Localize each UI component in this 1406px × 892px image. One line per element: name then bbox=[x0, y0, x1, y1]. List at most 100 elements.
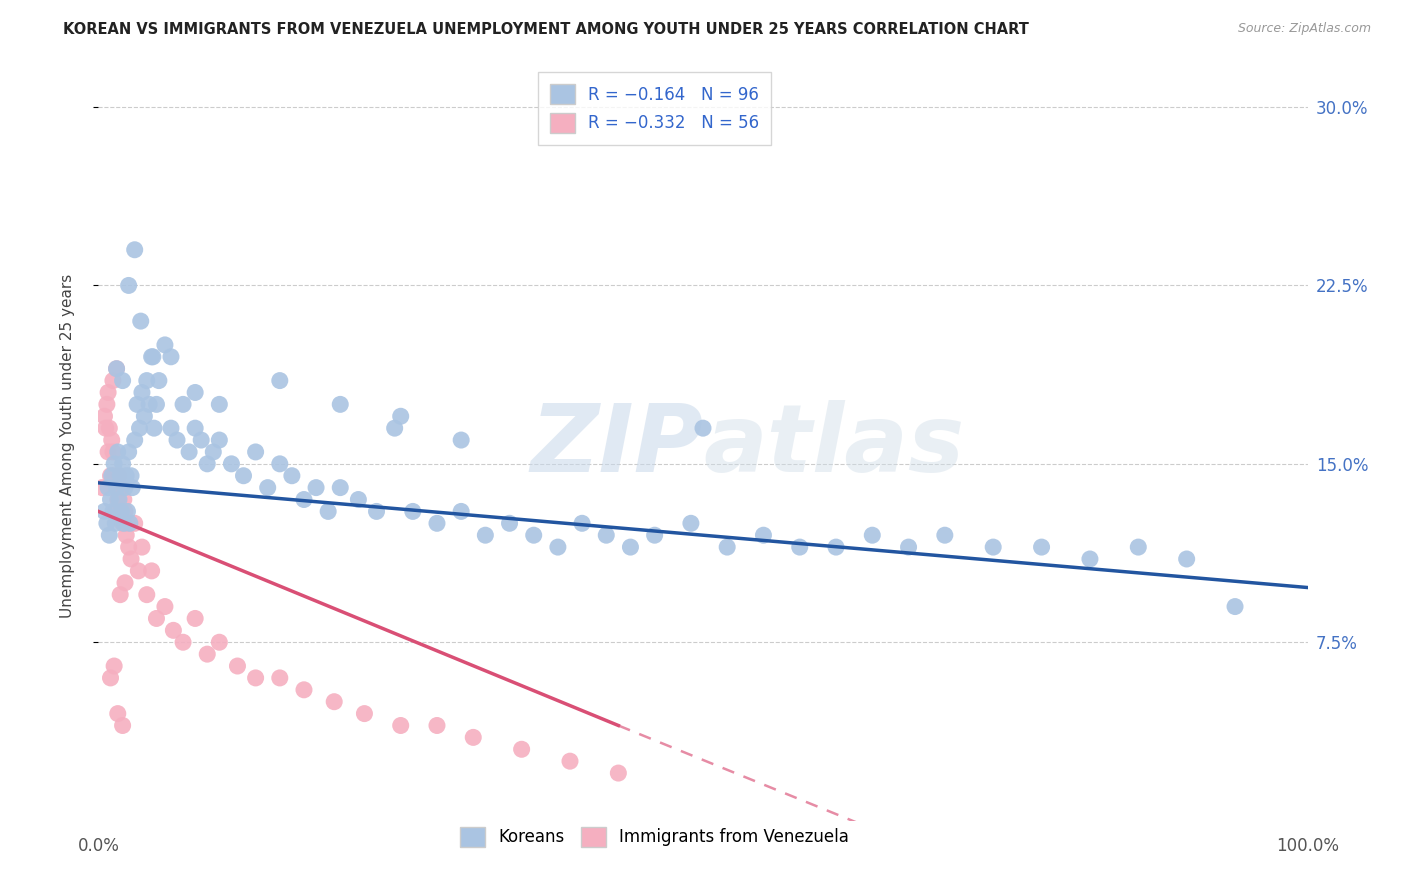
Point bbox=[100, 468, 122, 483]
Point bbox=[184, 385, 207, 400]
Point bbox=[172, 397, 194, 411]
Point bbox=[934, 528, 956, 542]
Point bbox=[269, 457, 291, 471]
Point bbox=[153, 338, 176, 352]
Point bbox=[118, 278, 141, 293]
Point bbox=[129, 314, 152, 328]
Point bbox=[118, 445, 141, 459]
Point bbox=[692, 421, 714, 435]
Point bbox=[195, 647, 218, 661]
Point bbox=[111, 516, 134, 531]
Point bbox=[166, 433, 188, 447]
Point bbox=[389, 409, 412, 424]
Point bbox=[426, 516, 449, 531]
Text: Source: ZipAtlas.com: Source: ZipAtlas.com bbox=[1237, 22, 1371, 36]
Point bbox=[245, 671, 267, 685]
Point bbox=[107, 492, 129, 507]
Point bbox=[110, 504, 132, 518]
Point bbox=[103, 457, 125, 471]
Point bbox=[1078, 552, 1101, 566]
Point bbox=[232, 468, 254, 483]
Point bbox=[120, 552, 142, 566]
Point bbox=[131, 540, 153, 554]
Point bbox=[117, 516, 139, 531]
Point bbox=[108, 504, 131, 518]
Point bbox=[323, 695, 346, 709]
Point bbox=[134, 409, 156, 424]
Point bbox=[450, 433, 472, 447]
Point bbox=[716, 540, 738, 554]
Point bbox=[523, 528, 546, 542]
Point bbox=[619, 540, 641, 554]
Point bbox=[981, 540, 1004, 554]
Point bbox=[117, 504, 139, 518]
Point bbox=[121, 481, 143, 495]
Point bbox=[329, 481, 352, 495]
Point bbox=[107, 706, 129, 721]
Point bbox=[103, 468, 125, 483]
Point bbox=[124, 243, 146, 257]
Point bbox=[110, 481, 132, 495]
Point bbox=[256, 481, 278, 495]
Point bbox=[202, 445, 225, 459]
Point bbox=[115, 528, 138, 542]
Point bbox=[98, 421, 121, 435]
Point bbox=[111, 457, 134, 471]
Point bbox=[97, 385, 120, 400]
Point bbox=[860, 528, 883, 542]
Point bbox=[96, 516, 118, 531]
Point bbox=[128, 421, 150, 435]
Point bbox=[101, 504, 124, 518]
Point bbox=[389, 718, 412, 732]
Point bbox=[103, 659, 125, 673]
Point bbox=[162, 624, 184, 638]
Point bbox=[145, 397, 167, 411]
Point bbox=[226, 659, 249, 673]
Point bbox=[558, 754, 581, 768]
Point bbox=[208, 397, 231, 411]
Point bbox=[281, 468, 304, 483]
Point bbox=[111, 374, 134, 388]
Point bbox=[127, 397, 149, 411]
Text: atlas: atlas bbox=[703, 400, 965, 492]
Point bbox=[644, 528, 666, 542]
Point bbox=[190, 433, 212, 447]
Point bbox=[111, 718, 134, 732]
Point bbox=[118, 516, 141, 531]
Point bbox=[245, 445, 267, 459]
Point bbox=[329, 397, 352, 411]
Point bbox=[108, 468, 131, 483]
Point bbox=[184, 611, 207, 625]
Point bbox=[426, 718, 449, 732]
Point bbox=[107, 445, 129, 459]
Point bbox=[100, 433, 122, 447]
Point bbox=[105, 361, 128, 376]
Point bbox=[571, 516, 593, 531]
Point bbox=[221, 457, 243, 471]
Point bbox=[269, 671, 291, 685]
Point bbox=[97, 481, 120, 495]
Point bbox=[105, 361, 128, 376]
Point bbox=[108, 492, 131, 507]
Point bbox=[148, 374, 170, 388]
Point bbox=[145, 611, 167, 625]
Point bbox=[143, 421, 166, 435]
Point bbox=[94, 421, 117, 435]
Point bbox=[96, 397, 118, 411]
Text: ZIP: ZIP bbox=[530, 400, 703, 492]
Point bbox=[384, 421, 406, 435]
Point bbox=[789, 540, 811, 554]
Point bbox=[142, 350, 165, 364]
Point bbox=[108, 588, 131, 602]
Point bbox=[115, 468, 138, 483]
Point bbox=[131, 385, 153, 400]
Point bbox=[135, 588, 157, 602]
Point bbox=[114, 575, 136, 590]
Point bbox=[114, 481, 136, 495]
Point bbox=[127, 564, 149, 578]
Point bbox=[98, 528, 121, 542]
Point bbox=[366, 504, 388, 518]
Point bbox=[1223, 599, 1246, 614]
Point bbox=[184, 421, 207, 435]
Point bbox=[114, 504, 136, 518]
